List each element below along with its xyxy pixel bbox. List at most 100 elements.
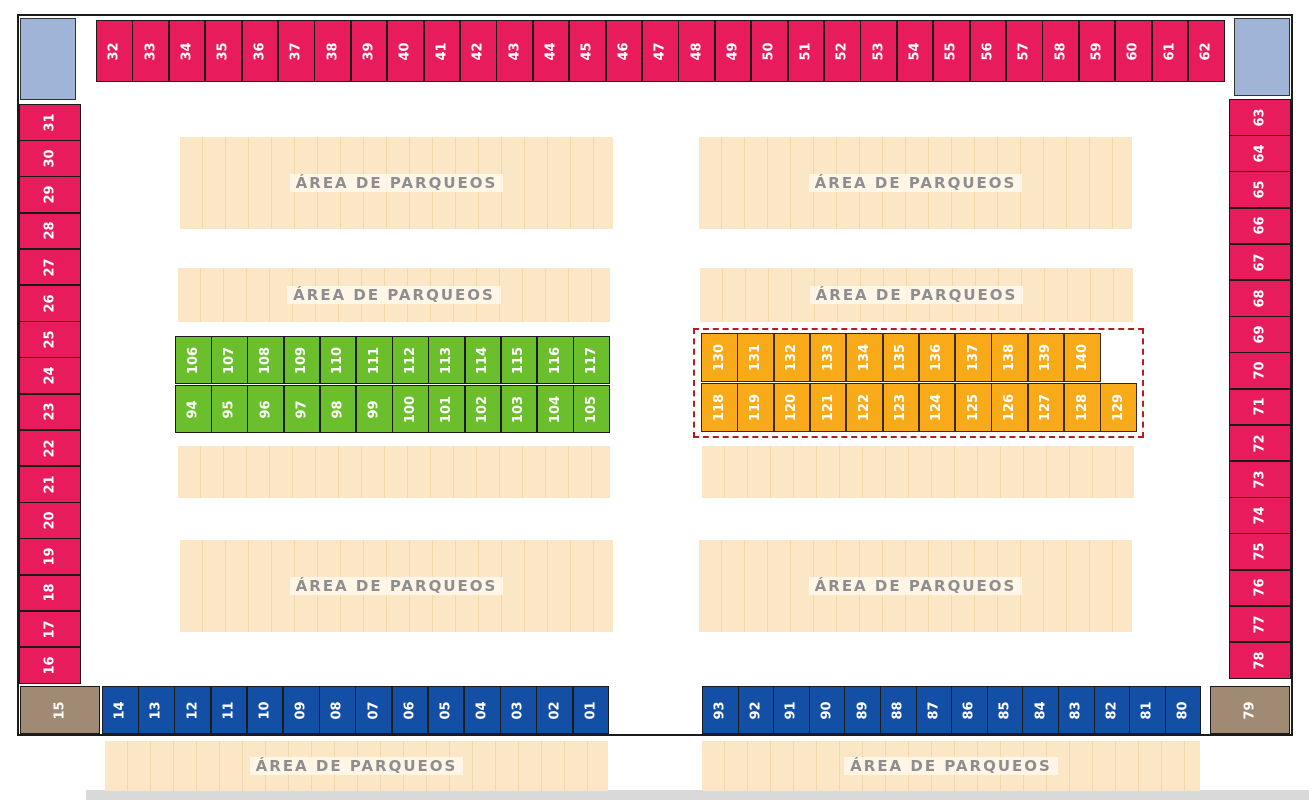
lot-03[interactable]: 03: [500, 686, 537, 734]
lot-88[interactable]: 88: [880, 686, 917, 734]
lot-118[interactable]: 118: [701, 383, 738, 432]
lot-31[interactable]: 31: [19, 104, 81, 141]
lot-43[interactable]: 43: [496, 20, 533, 82]
lot-124[interactable]: 124: [918, 383, 956, 432]
lot-37[interactable]: 37: [278, 20, 315, 82]
lot-127[interactable]: 127: [1027, 383, 1065, 432]
lot-49[interactable]: 49: [714, 20, 752, 82]
lot-19[interactable]: 19: [19, 538, 81, 575]
lot-122[interactable]: 122: [846, 383, 883, 432]
lot-21[interactable]: 21: [19, 466, 81, 503]
lot-55[interactable]: 55: [933, 20, 970, 82]
lot-93[interactable]: 93: [702, 686, 739, 734]
lot-125[interactable]: 125: [955, 383, 992, 432]
lot-01[interactable]: 01: [572, 686, 610, 734]
lot-96[interactable]: 96: [247, 385, 284, 433]
lot-102[interactable]: 102: [464, 385, 502, 433]
lot-85[interactable]: 85: [986, 686, 1024, 734]
lot-113[interactable]: 113: [428, 336, 465, 384]
lot-83[interactable]: 83: [1058, 686, 1095, 734]
lot-82[interactable]: 82: [1093, 686, 1131, 734]
lot-36[interactable]: 36: [241, 20, 279, 82]
lot-91[interactable]: 91: [773, 686, 810, 734]
lot-138[interactable]: 138: [991, 333, 1028, 382]
lot-84[interactable]: 84: [1022, 686, 1059, 734]
lot-86[interactable]: 86: [951, 686, 988, 734]
lot-40[interactable]: 40: [387, 20, 424, 82]
lot-98[interactable]: 98: [319, 385, 357, 433]
lot-112[interactable]: 112: [392, 336, 429, 384]
lot-57[interactable]: 57: [1006, 20, 1043, 82]
lot-121[interactable]: 121: [809, 383, 847, 432]
lot-74[interactable]: 74: [1229, 497, 1291, 534]
lot-137[interactable]: 137: [955, 333, 992, 382]
lot-38[interactable]: 38: [314, 20, 351, 82]
lot-12[interactable]: 12: [174, 686, 211, 734]
lot-97[interactable]: 97: [283, 385, 321, 433]
lot-51[interactable]: 51: [787, 20, 825, 82]
lot-128[interactable]: 128: [1064, 383, 1101, 432]
lot-114[interactable]: 114: [464, 336, 502, 384]
lot-09[interactable]: 09: [283, 686, 320, 734]
lot-140[interactable]: 140: [1064, 333, 1101, 382]
lot-42[interactable]: 42: [460, 20, 497, 82]
lot-18[interactable]: 18: [19, 574, 81, 612]
lot-52[interactable]: 52: [824, 20, 861, 82]
lot-92[interactable]: 92: [737, 686, 775, 734]
lot-10[interactable]: 10: [246, 686, 284, 734]
lot-94[interactable]: 94: [175, 385, 212, 433]
lot-119[interactable]: 119: [737, 383, 774, 432]
lot-133[interactable]: 133: [809, 333, 847, 382]
lot-116[interactable]: 116: [537, 336, 574, 384]
lot-02[interactable]: 02: [536, 686, 573, 734]
lot-62[interactable]: 62: [1188, 20, 1225, 82]
lot-123[interactable]: 123: [882, 383, 919, 432]
lot-34[interactable]: 34: [168, 20, 206, 82]
lot-54[interactable]: 54: [896, 20, 934, 82]
lot-61[interactable]: 61: [1151, 20, 1189, 82]
lot-103[interactable]: 103: [500, 385, 538, 433]
lot-59[interactable]: 59: [1078, 20, 1116, 82]
lot-115[interactable]: 115: [500, 336, 538, 384]
lot-28[interactable]: 28: [19, 212, 81, 250]
lot-53[interactable]: 53: [860, 20, 897, 82]
lot-08[interactable]: 08: [319, 686, 356, 734]
lot-101[interactable]: 101: [428, 385, 465, 433]
lot-80[interactable]: 80: [1164, 686, 1202, 734]
lot-29[interactable]: 29: [19, 176, 81, 213]
lot-66[interactable]: 66: [1229, 207, 1291, 245]
lot-139[interactable]: 139: [1027, 333, 1065, 382]
lot-105[interactable]: 105: [573, 385, 610, 433]
lot-129[interactable]: 129: [1100, 383, 1137, 432]
lot-35[interactable]: 35: [205, 20, 242, 82]
lot-65[interactable]: 65: [1229, 171, 1291, 208]
lot-50[interactable]: 50: [751, 20, 788, 82]
lot-90[interactable]: 90: [808, 686, 846, 734]
lot-46[interactable]: 46: [605, 20, 643, 82]
lot-25[interactable]: 25: [19, 321, 81, 358]
lot-69[interactable]: 69: [1229, 316, 1291, 353]
lot-79[interactable]: 79: [1210, 686, 1290, 734]
lot-73[interactable]: 73: [1229, 461, 1291, 498]
lot-78[interactable]: 78: [1229, 642, 1291, 679]
lot-39[interactable]: 39: [350, 20, 388, 82]
lot-120[interactable]: 120: [773, 383, 811, 432]
lot-11[interactable]: 11: [210, 686, 248, 734]
lot-48[interactable]: 48: [678, 20, 715, 82]
lot-70[interactable]: 70: [1229, 352, 1291, 389]
lot-104[interactable]: 104: [537, 385, 574, 433]
lot-81[interactable]: 81: [1129, 686, 1166, 734]
lot-109[interactable]: 109: [283, 336, 321, 384]
lot-100[interactable]: 100: [392, 385, 429, 433]
lot-132[interactable]: 132: [773, 333, 811, 382]
lot-76[interactable]: 76: [1229, 569, 1291, 607]
lot-135[interactable]: 135: [882, 333, 919, 382]
lot-71[interactable]: 71: [1229, 388, 1291, 426]
lot-110[interactable]: 110: [319, 336, 357, 384]
lot-44[interactable]: 44: [532, 20, 570, 82]
lot-72[interactable]: 72: [1229, 424, 1291, 462]
lot-126[interactable]: 126: [991, 383, 1028, 432]
lot-77[interactable]: 77: [1229, 605, 1291, 643]
lot-33[interactable]: 33: [132, 20, 169, 82]
lot-111[interactable]: 111: [356, 336, 393, 384]
